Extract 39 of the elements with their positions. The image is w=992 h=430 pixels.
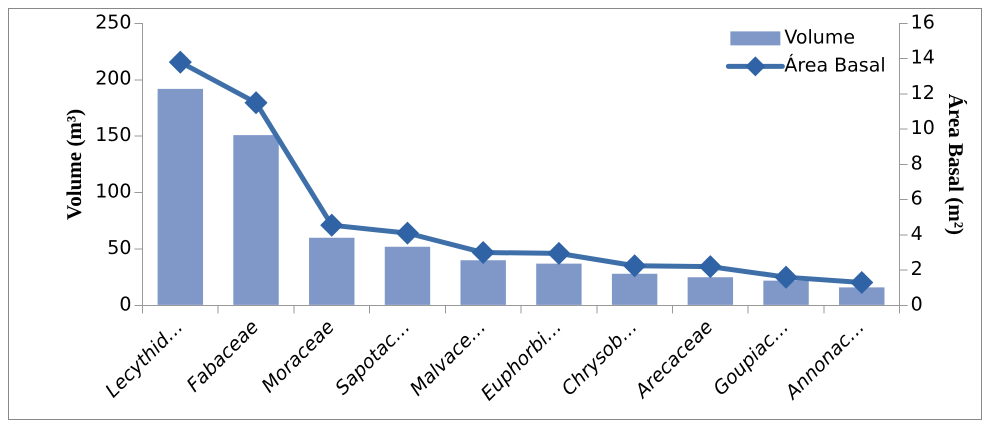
bar: [536, 264, 582, 305]
legend-label: Área Basal: [784, 53, 886, 76]
bar: [384, 246, 430, 305]
bar: [309, 238, 354, 305]
y2-tick-label: 6: [910, 188, 923, 210]
y2-tick-label: 16: [910, 11, 935, 34]
point: [321, 214, 342, 236]
y-tick-label: 200: [95, 68, 132, 90]
bar: [688, 277, 734, 305]
point: [624, 255, 646, 276]
y-tick-label: 150: [95, 124, 132, 146]
y2-tick-label: 8: [910, 152, 923, 174]
y-tick-label: 250: [95, 11, 132, 34]
bar: [460, 260, 506, 305]
point: [851, 272, 872, 293]
point: [776, 266, 797, 288]
y-tick-label: 50: [107, 236, 132, 259]
y2-tick-label: 14: [910, 46, 935, 69]
bar: [612, 274, 658, 305]
bar: [839, 287, 884, 305]
y2-tick-label: 0: [910, 293, 923, 316]
y2-tick-label: 4: [910, 222, 923, 245]
point: [548, 242, 570, 264]
bar: [158, 88, 204, 305]
bar: [763, 280, 809, 305]
point: [246, 92, 267, 114]
point: [700, 256, 721, 278]
y-tick-label: 0: [119, 293, 132, 316]
point: [396, 222, 418, 244]
y2-axis-title: Área Basal (m²): [944, 94, 968, 236]
legend-label: Volume: [784, 26, 856, 48]
y2-tick-label: 12: [910, 82, 935, 104]
y-axis-title: Volume (m³): [62, 108, 86, 220]
point: [170, 52, 191, 73]
y2-tick-label: 2: [910, 258, 923, 280]
y-tick-label: 100: [95, 180, 132, 203]
point: [472, 242, 494, 264]
y2-tick-label: 10: [910, 117, 935, 140]
bar: [233, 135, 279, 305]
